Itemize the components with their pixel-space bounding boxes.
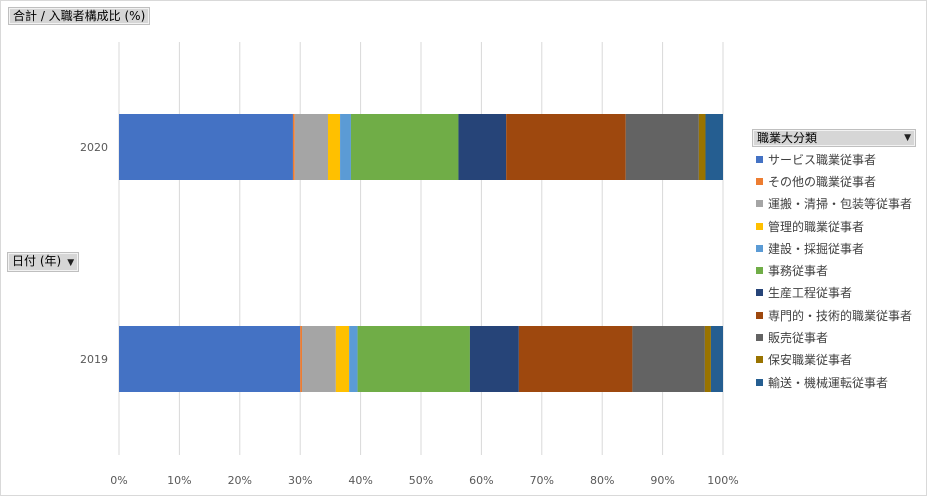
- y-tick-label: 2020: [80, 141, 108, 154]
- legend-swatch: [756, 378, 763, 386]
- legend-label: 建設・採掘従事者: [768, 241, 865, 256]
- legend-item: 専門的・技術的職業従事者: [756, 304, 912, 326]
- legend-label: 生産工程従事者: [768, 286, 853, 301]
- bar-segment: [335, 326, 350, 392]
- legend-field-label: 職業大分類: [757, 131, 818, 145]
- legend-item: 生産工程従事者: [756, 282, 912, 304]
- legend-item: 販売従事者: [756, 326, 912, 348]
- x-tick-label: 0%: [110, 474, 127, 487]
- legend-swatch: [756, 334, 763, 342]
- bar-segment: [704, 326, 711, 392]
- legend-item: 輸送・機械運転従事者: [756, 371, 912, 393]
- legend-swatch: [756, 311, 763, 319]
- bar-segment: [632, 326, 705, 392]
- chart-legend: サービス職業従事者 その他の職業従事者運搬・清掃・包装等従事者 管理的職業従事者 建設…: [756, 148, 912, 393]
- bar-segment: [458, 114, 507, 180]
- legend-field-button[interactable]: 職業大分類 ▼: [752, 129, 916, 147]
- y-tick-label: 2019: [80, 353, 108, 366]
- legend-swatch: [756, 244, 763, 252]
- legend-swatch: [756, 155, 763, 163]
- bar-segment: [506, 114, 626, 180]
- value-field-button[interactable]: 合計 / 入職者構成比 (%): [8, 7, 151, 25]
- legend-label: 販売従事者: [768, 331, 829, 346]
- bar-segment: [350, 114, 459, 180]
- x-tick-label: 60%: [469, 474, 493, 487]
- bar-segment: [300, 326, 303, 392]
- x-tick-label: 70%: [530, 474, 554, 487]
- x-tick-label: 100%: [707, 474, 738, 487]
- bar-segment: [292, 114, 295, 180]
- x-tick-label: 90%: [650, 474, 674, 487]
- legend-item: 事務従事者: [756, 259, 912, 281]
- legend-swatch: [756, 356, 763, 364]
- triangle-down-icon[interactable]: ▼: [67, 258, 75, 268]
- bar-segment: [710, 326, 723, 392]
- axis-field-button[interactable]: 日付 (年) ▼: [7, 252, 80, 272]
- x-tick-label: 10%: [167, 474, 191, 487]
- bar-segment: [518, 326, 633, 392]
- value-field-label: 合計 / 入職者構成比 (%): [13, 9, 146, 23]
- legend-label: 輸送・機械運転従事者: [768, 375, 889, 390]
- bar-segment: [327, 114, 341, 180]
- legend-item: 運搬・清掃・包装等従事者: [756, 193, 912, 215]
- x-tick-label: 20%: [228, 474, 252, 487]
- bar-segment: [625, 114, 699, 180]
- legend-item: 建設・採掘従事者: [756, 237, 912, 259]
- x-tick-label: 30%: [288, 474, 312, 487]
- bar-segment: [119, 326, 301, 392]
- legend-label: サービス職業従事者: [768, 152, 877, 167]
- legend-swatch: [756, 222, 763, 230]
- legend-swatch: [756, 289, 763, 297]
- triangle-down-icon[interactable]: ▼: [904, 133, 911, 143]
- bar-segment: [357, 326, 470, 392]
- legend-item: その他の職業従事者: [756, 170, 912, 192]
- legend-label: その他の職業従事者: [768, 174, 877, 189]
- legend-item: サービス職業従事者: [756, 148, 912, 170]
- bar-segment: [302, 326, 336, 392]
- bar-segment: [294, 114, 328, 180]
- legend-swatch: [756, 177, 763, 185]
- legend-swatch: [756, 200, 763, 208]
- axis-field-label: 日付 (年): [12, 254, 62, 268]
- legend-label: 専門的・技術的職業従事者: [768, 308, 913, 323]
- bar-segment: [349, 326, 358, 392]
- bar-segment: [340, 114, 351, 180]
- x-tick-label: 40%: [348, 474, 372, 487]
- legend-label: 管理的職業従事者: [768, 219, 865, 234]
- legend-item: 管理的職業従事者: [756, 215, 912, 237]
- legend-label: 事務従事者: [768, 264, 829, 279]
- bar-segment: [469, 326, 519, 392]
- x-tick-label: 80%: [590, 474, 614, 487]
- bar-segment: [705, 114, 723, 180]
- legend-swatch: [756, 267, 763, 275]
- x-tick-label: 50%: [409, 474, 433, 487]
- legend-item: 保安職業従事者: [756, 349, 912, 371]
- legend-label: 運搬・清掃・包装等従事者: [768, 197, 913, 212]
- bar-segment: [698, 114, 706, 180]
- bar-segment: [119, 114, 293, 180]
- legend-label: 保安職業従事者: [768, 353, 853, 368]
